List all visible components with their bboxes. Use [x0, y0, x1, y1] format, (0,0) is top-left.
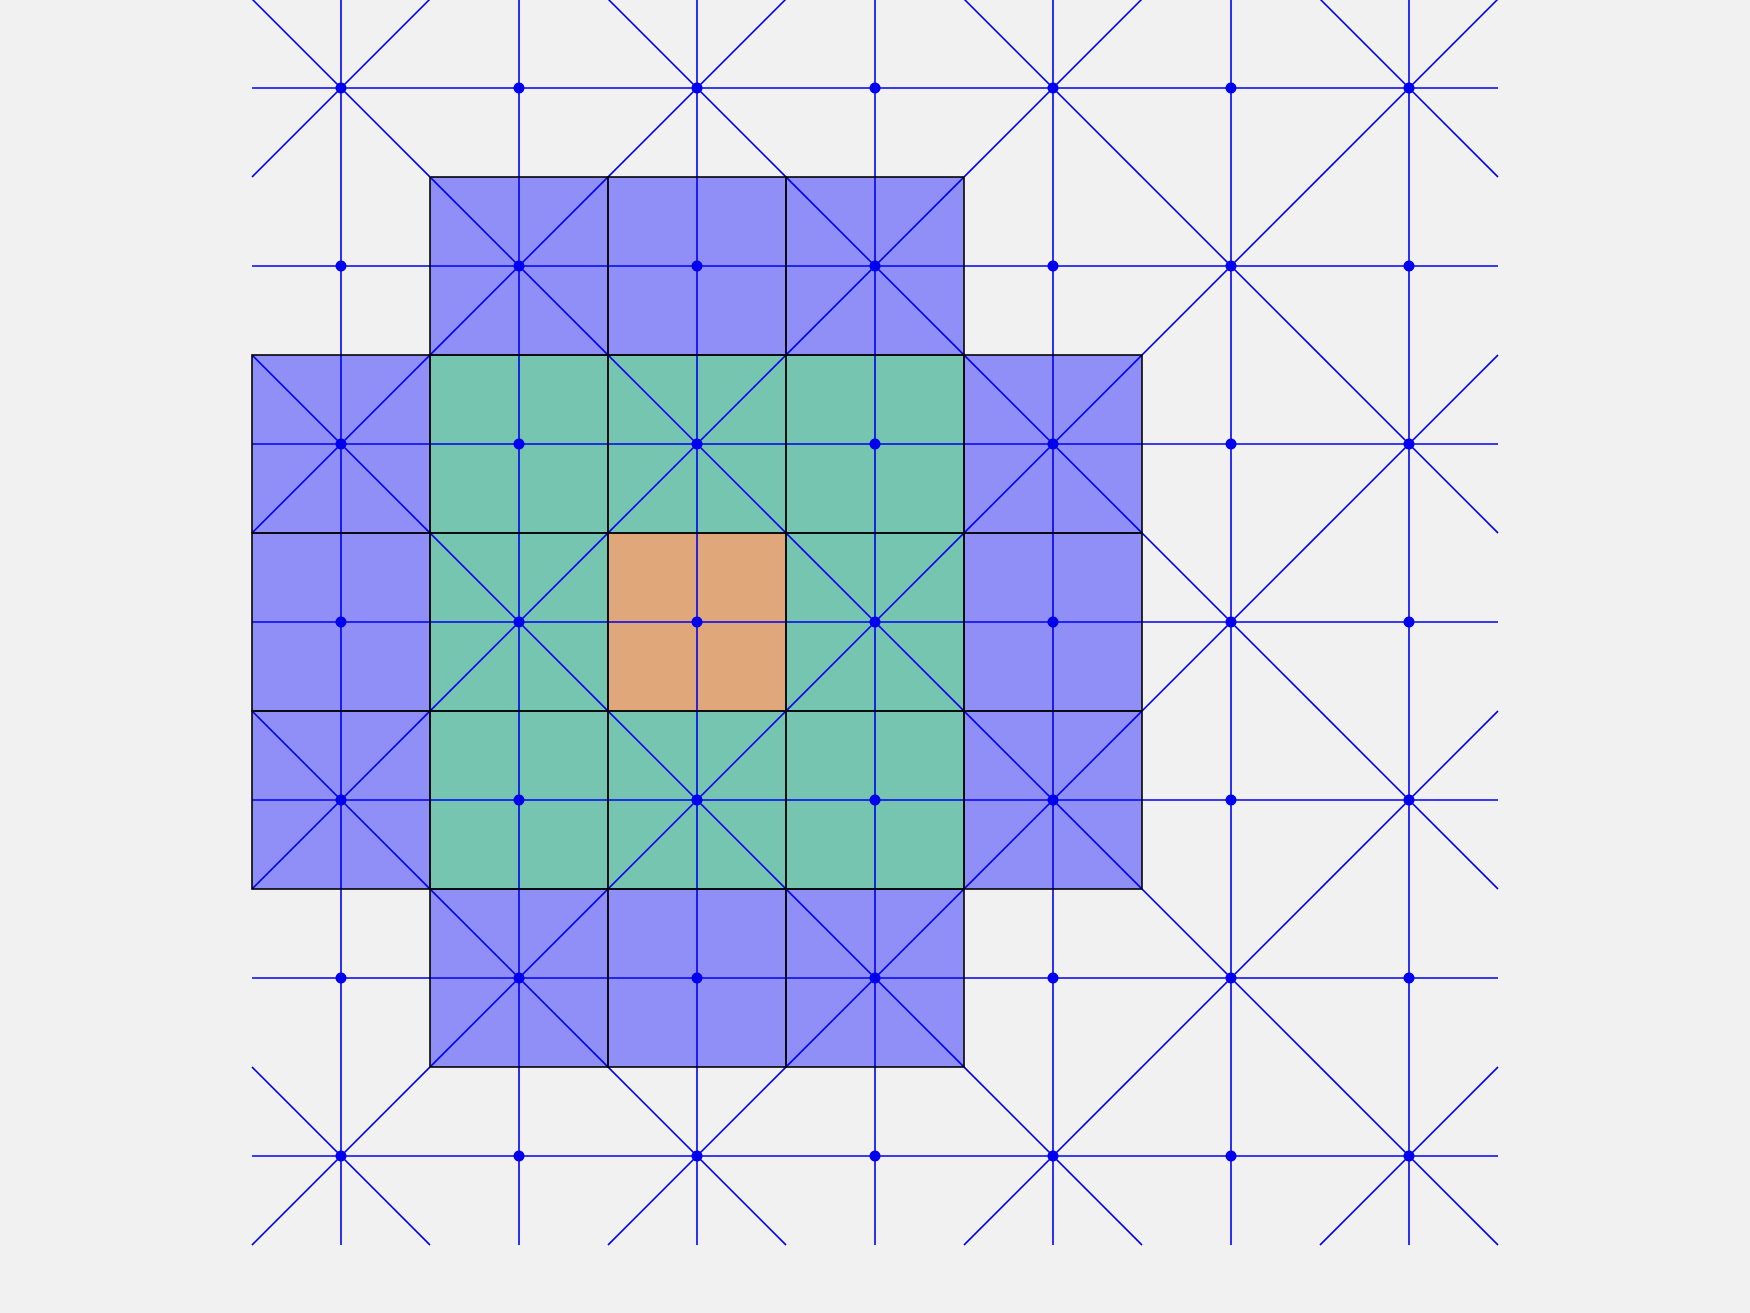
node-dot-icon: [1225, 972, 1237, 984]
node-dot-icon: [335, 972, 347, 984]
node-dot-icon: [1403, 794, 1415, 806]
node-dot-icon: [869, 794, 881, 806]
node-dot-icon: [335, 616, 347, 628]
node-dot-icon: [691, 260, 703, 272]
node-dot-icon: [513, 616, 525, 628]
cell-border: [785, 176, 965, 356]
node-dot-icon: [513, 1150, 525, 1162]
node-dot-icon: [691, 82, 703, 94]
node-dot-icon: [1403, 260, 1415, 272]
node-dot-icon: [513, 438, 525, 450]
node-dot-icon: [691, 438, 703, 450]
node-dot-icon: [1225, 438, 1237, 450]
node-dot-icon: [513, 794, 525, 806]
node-dot-icon: [335, 260, 347, 272]
node-dot-icon: [1403, 972, 1415, 984]
node-dot-icon: [691, 616, 703, 628]
node-dot-icon: [1047, 438, 1059, 450]
node-dot-icon: [691, 794, 703, 806]
node-dot-icon: [335, 1150, 347, 1162]
node-dot-icon: [1047, 82, 1059, 94]
node-dot-icon: [1403, 1150, 1415, 1162]
node-dot-icon: [335, 438, 347, 450]
node-dot-icon: [1047, 260, 1059, 272]
node-dot-icon: [513, 972, 525, 984]
node-dot-icon: [513, 82, 525, 94]
node-dot-icon: [1047, 1150, 1059, 1162]
node-dot-icon: [1047, 972, 1059, 984]
node-dot-icon: [1403, 616, 1415, 628]
node-dot-icon: [1047, 616, 1059, 628]
node-dot-icon: [869, 260, 881, 272]
node-dot-icon: [513, 260, 525, 272]
cell-border-layer: [251, 176, 1143, 1068]
node-dot-icon: [335, 794, 347, 806]
node-layer: [335, 82, 1415, 1162]
node-dot-icon: [1225, 82, 1237, 94]
node-dot-icon: [1403, 438, 1415, 450]
node-dot-icon: [869, 438, 881, 450]
node-dot-icon: [1225, 1150, 1237, 1162]
cell-border: [963, 710, 1143, 890]
node-dot-icon: [691, 972, 703, 984]
node-dot-icon: [1225, 794, 1237, 806]
node-dot-icon: [691, 1150, 703, 1162]
node-dot-icon: [869, 1150, 881, 1162]
node-dot-icon: [1403, 82, 1415, 94]
node-dot-icon: [869, 82, 881, 94]
node-dot-icon: [1225, 616, 1237, 628]
node-dot-icon: [1047, 794, 1059, 806]
node-dot-icon: [335, 82, 347, 94]
node-dot-icon: [869, 972, 881, 984]
node-dot-icon: [1225, 260, 1237, 272]
cell-border: [785, 888, 965, 1068]
cell-border: [251, 710, 431, 890]
node-dot-icon: [869, 616, 881, 628]
